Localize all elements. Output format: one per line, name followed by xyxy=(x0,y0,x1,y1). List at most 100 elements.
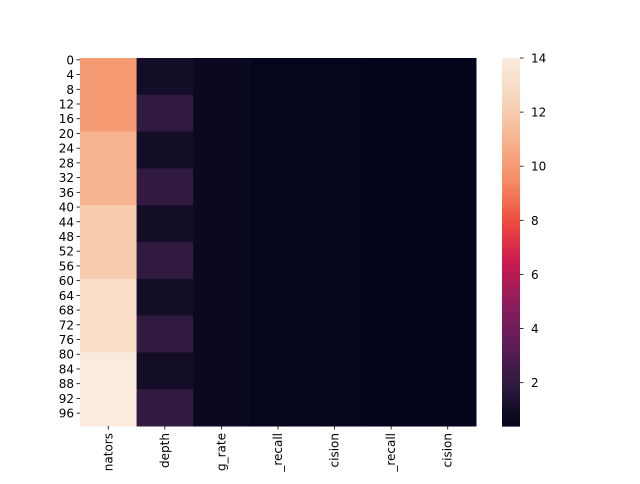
y-tick-label: 80 xyxy=(59,348,74,362)
colorbar-tick-label: 4 xyxy=(531,322,539,336)
colorbar-segment xyxy=(502,300,520,304)
colorbar-segment xyxy=(502,260,520,265)
y-tick-label: 72 xyxy=(59,318,74,332)
y-tick-label: 16 xyxy=(59,112,74,126)
colorbar-segment xyxy=(502,330,520,335)
heatmap-cell xyxy=(136,352,194,390)
colorbar-segment xyxy=(502,186,520,191)
colorbar-segment xyxy=(502,367,520,372)
heatmap-cell xyxy=(249,58,307,96)
y-tick-label: 60 xyxy=(59,274,74,288)
heatmap-cell xyxy=(249,315,307,353)
colorbar-segment xyxy=(502,94,520,99)
x-tick-label: nators xyxy=(101,433,115,471)
heatmap-cell xyxy=(362,242,420,280)
colorbar-segment xyxy=(502,312,520,317)
heatmap-cell xyxy=(306,315,364,353)
heatmap-cell xyxy=(306,278,364,317)
colorbar-segment xyxy=(502,257,520,261)
colorbar-segment xyxy=(502,355,520,360)
colorbar-segment xyxy=(502,189,520,194)
y-tick-label: 36 xyxy=(59,186,74,200)
heatmap-cell xyxy=(80,131,138,169)
colorbar-segment xyxy=(502,352,520,357)
colorbar-segment xyxy=(502,370,520,375)
x-tick-label: _recall xyxy=(271,433,285,473)
heatmap-cell xyxy=(419,389,477,427)
heatmap-cell xyxy=(80,94,138,133)
colorbar-segment xyxy=(502,361,520,366)
colorbar-segment xyxy=(502,407,520,412)
colorbar-tick-label: 10 xyxy=(531,160,546,174)
heatmap-cell xyxy=(419,352,477,390)
y-tick-label: 40 xyxy=(59,201,74,215)
colorbar-segment xyxy=(502,284,520,289)
colorbar-segment xyxy=(502,238,520,243)
colorbar-tick-label: 12 xyxy=(531,106,546,120)
colorbar-segment xyxy=(502,318,520,323)
colorbar-segment xyxy=(502,116,520,120)
colorbar-segment xyxy=(502,97,520,102)
colorbar-segment xyxy=(502,266,520,271)
heatmap-cell xyxy=(419,205,477,243)
heatmap-cell xyxy=(419,315,477,353)
colorbar-segment xyxy=(502,404,520,409)
colorbar-segment xyxy=(502,281,520,286)
colorbar-segment xyxy=(502,263,520,268)
y-tick-label: 56 xyxy=(59,259,74,273)
heatmap-cell xyxy=(193,131,251,169)
colorbar-segment xyxy=(502,337,520,341)
colorbar-segment xyxy=(502,386,520,390)
heatmap-cell xyxy=(306,168,364,206)
heatmap-cell xyxy=(249,352,307,390)
colorbar-segment xyxy=(502,401,520,406)
heatmap-cell xyxy=(362,352,420,390)
heatmap-cell xyxy=(136,131,194,169)
colorbar-segment xyxy=(502,416,520,421)
colorbar-segment xyxy=(502,104,520,108)
colorbar-segment xyxy=(502,58,520,62)
heatmap-cell xyxy=(249,168,307,206)
heatmap-cell xyxy=(136,94,194,133)
colorbar-segment xyxy=(502,324,520,329)
x-tick-label: cision xyxy=(441,433,455,467)
heatmap-cell xyxy=(136,389,194,427)
heatmap-cell xyxy=(193,94,251,133)
colorbar-segment xyxy=(502,413,520,418)
heatmap-cell xyxy=(306,58,364,96)
colorbar-segment xyxy=(502,389,520,393)
colorbar-segment xyxy=(502,177,520,182)
colorbar-segment xyxy=(502,380,520,384)
colorbar-segment xyxy=(502,291,520,295)
colorbar-segment xyxy=(502,364,520,369)
y-tick-label: 84 xyxy=(59,362,74,376)
colorbar-segment xyxy=(502,242,520,246)
colorbar-segment xyxy=(502,297,520,301)
x-tick-label: g_rate xyxy=(214,433,228,471)
colorbar-segment xyxy=(502,85,520,90)
heatmap-cell xyxy=(193,352,251,390)
heatmap-cell xyxy=(249,94,307,133)
colorbar-segment xyxy=(502,392,520,396)
colorbar-segment xyxy=(502,398,520,403)
colorbar-segment xyxy=(502,306,520,311)
colorbar-segment xyxy=(502,422,520,427)
y-tick-label: 12 xyxy=(59,98,74,112)
colorbar-segment xyxy=(502,150,520,154)
heatmap-cell xyxy=(419,168,477,206)
x-axis-ticks: nators depth g_rate _recall cision _recall cis… xyxy=(101,426,455,473)
heatmap-cell xyxy=(80,352,138,390)
colorbar-tick-label: 8 xyxy=(531,214,539,228)
colorbar-segment xyxy=(502,146,520,151)
colorbar-segment xyxy=(502,183,520,188)
colorbar-segment xyxy=(502,383,520,387)
y-tick-label: 8 xyxy=(66,83,74,97)
colorbar-segment xyxy=(502,79,520,84)
colorbar-segment xyxy=(502,245,520,249)
colorbar-segment xyxy=(502,122,520,127)
colorbar-segment xyxy=(502,143,520,148)
heatmap-cell xyxy=(136,168,194,206)
heatmap-cell xyxy=(80,389,138,427)
heatmap-cell xyxy=(306,94,364,133)
